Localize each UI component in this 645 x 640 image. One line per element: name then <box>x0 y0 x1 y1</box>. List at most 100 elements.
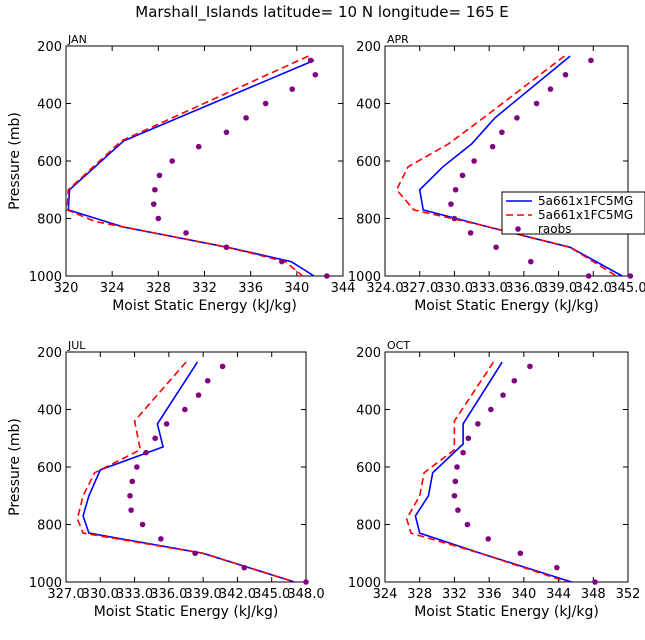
raobs-point <box>307 57 314 64</box>
plot-frame <box>65 351 307 583</box>
panel-jan: JAN 320 324 328 332 336 340 344 200 400 600 800 1000… <box>7 33 355 314</box>
x-tick-label: 324.0 <box>366 281 403 296</box>
plot-frame <box>65 45 344 277</box>
x-tick-label: 330.0 <box>82 587 119 602</box>
raobs-point <box>223 244 230 251</box>
x-tick-label: 332 <box>192 281 217 296</box>
raobs-point <box>143 449 149 456</box>
x-tick-label: 336 <box>477 587 502 602</box>
x-axis-label: Moist Static Energy (kJ/kg) <box>414 298 599 314</box>
x-tick-label: 328 <box>407 587 432 602</box>
raobs-point <box>528 258 534 265</box>
raobs-point <box>158 536 164 542</box>
legend-dot-marker <box>515 226 521 232</box>
panel-label: JUL <box>67 339 86 352</box>
raobs-point <box>279 258 285 265</box>
y-tick-label: 200 <box>37 40 62 55</box>
x-tick-label: 345.0 <box>609 281 645 296</box>
raobs-point <box>289 86 296 92</box>
y-tick-label: 800 <box>37 213 62 228</box>
raobs-point <box>195 392 202 398</box>
series-solid-line <box>414 361 572 583</box>
raobs-point <box>152 435 158 442</box>
raobs-point <box>465 435 472 442</box>
x-tick-label: 352 <box>616 587 641 602</box>
series-solid-line <box>82 361 295 583</box>
x-tick-label: 333.0 <box>471 281 508 296</box>
y-tick-label: 1000 <box>348 270 381 285</box>
raobs-point <box>488 406 494 413</box>
raobs-point <box>129 478 136 485</box>
raobs-point <box>547 86 554 92</box>
raobs-point <box>499 129 505 136</box>
y-tick-label: 400 <box>356 98 381 113</box>
x-tick-label: 342.0 <box>575 281 612 296</box>
raobs-point <box>452 186 459 193</box>
x-tick-label: 332 <box>442 587 467 602</box>
y-tick-label: 600 <box>356 461 381 476</box>
plot-frame <box>384 351 629 583</box>
y-tick-label: 600 <box>37 461 62 476</box>
x-tick-label: 339.0 <box>540 281 577 296</box>
raobs-point <box>588 57 594 64</box>
raobs-point <box>464 521 471 528</box>
series-dashed-line <box>405 361 568 583</box>
x-tick-label: 336.0 <box>505 281 542 296</box>
x-tick-label: 342.0 <box>219 587 256 602</box>
x-tick-label: 328 <box>146 281 171 296</box>
y-tick-label: 400 <box>356 404 381 419</box>
x-tick-label: 339.0 <box>185 587 222 602</box>
y-axis-label: Pressure (mb) <box>7 112 23 210</box>
y-tick-label: 400 <box>37 404 62 419</box>
raobs-point <box>303 579 309 585</box>
raobs-point <box>460 449 466 456</box>
x-axis-label: Moist Static Energy (kJ/kg) <box>112 298 297 314</box>
raobs-point <box>155 215 162 222</box>
raobs-point <box>324 273 330 279</box>
legend-label: raobs <box>538 222 572 236</box>
legend-label: 5a661x1FC5MG <box>538 194 633 208</box>
x-tick-label: 324 <box>373 587 398 602</box>
raobs-point <box>454 464 460 470</box>
panel-apr: APR 324.0327.0330.0333.0336.0339.0342.034… <box>348 33 645 314</box>
raobs-point <box>163 421 170 427</box>
raobs-point <box>312 71 319 78</box>
raobs-point <box>500 392 506 398</box>
x-tick-label: 327.0 <box>47 587 84 602</box>
plot-frame <box>384 45 629 277</box>
x-tick-label: 344 <box>331 281 356 296</box>
raobs-point <box>451 215 458 222</box>
y-tick-label: 800 <box>356 213 381 228</box>
figure-title: Marshall_Islands latitude= 10 N longitud… <box>135 3 508 22</box>
raobs-point <box>511 377 518 384</box>
series-dashed-line <box>66 55 309 277</box>
x-tick-label: 333.0 <box>116 587 153 602</box>
raobs-point <box>127 492 133 499</box>
raobs-point <box>455 507 461 513</box>
raobs-point <box>219 363 226 370</box>
series-dashed-line <box>395 55 617 277</box>
raobs-point <box>585 273 592 279</box>
y-tick-label: 1000 <box>348 576 381 591</box>
raobs-point <box>533 100 540 107</box>
raobs-point <box>527 363 533 370</box>
raobs-point <box>592 579 598 585</box>
y-tick-label: 200 <box>356 40 381 55</box>
series-solid-line <box>67 59 315 277</box>
y-tick-label: 400 <box>37 98 62 113</box>
y-tick-label: 1000 <box>29 576 62 591</box>
raobs-point <box>627 273 634 279</box>
raobs-point <box>514 115 520 121</box>
raobs-point <box>451 492 458 499</box>
raobs-point <box>223 129 230 136</box>
series-dashed-line <box>76 361 295 583</box>
panel-jul: JUL 327.0330.0333.0336.0339.0342.0345.034… <box>7 339 325 620</box>
raobs-point <box>467 230 474 236</box>
x-axis-label: Moist Static Energy (kJ/kg) <box>414 604 599 620</box>
raobs-point <box>182 406 188 413</box>
x-tick-label: 320 <box>54 281 79 296</box>
x-tick-label: 336 <box>238 281 263 296</box>
raobs-point <box>183 230 189 236</box>
x-axis-label: Moist Static Energy (kJ/kg) <box>94 604 279 620</box>
